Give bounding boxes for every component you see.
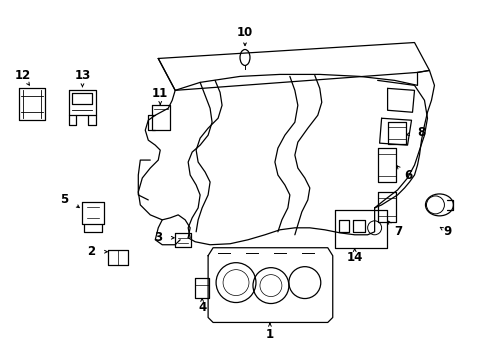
Text: 1: 1 xyxy=(265,328,273,341)
Text: 7: 7 xyxy=(394,225,402,238)
Text: 8: 8 xyxy=(417,126,425,139)
Text: 6: 6 xyxy=(404,168,412,181)
Text: 4: 4 xyxy=(198,301,206,314)
Text: 13: 13 xyxy=(74,69,90,82)
Text: 5: 5 xyxy=(60,193,68,206)
Text: 14: 14 xyxy=(346,251,362,264)
Text: 2: 2 xyxy=(87,245,95,258)
Text: 10: 10 xyxy=(236,26,253,39)
Text: 11: 11 xyxy=(152,87,168,100)
Text: 3: 3 xyxy=(154,231,162,244)
Text: 9: 9 xyxy=(443,225,450,238)
Text: 12: 12 xyxy=(15,69,31,82)
